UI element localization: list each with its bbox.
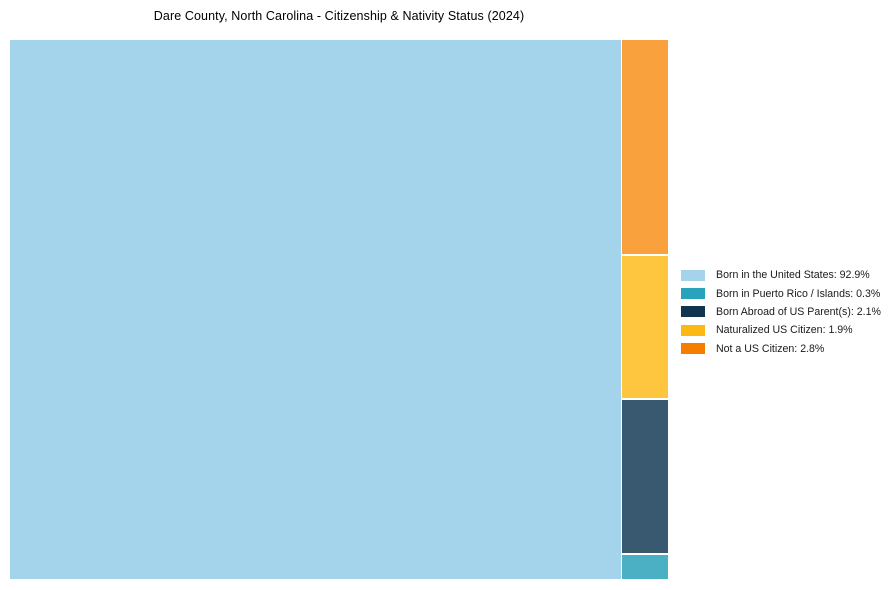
- legend-label-born-in-us: Born in the United States: 92.9%: [716, 269, 870, 282]
- legend-item-born-abroad-us-parents[interactable]: Born Abroad of US Parent(s): 2.1%: [681, 303, 881, 321]
- legend-item-born-puerto-rico-islands[interactable]: Born in Puerto Rico / Islands: 0.3%: [681, 284, 881, 302]
- treemap-plot-area: [10, 40, 668, 579]
- treemap-tile-born-puerto-rico-islands[interactable]: [622, 555, 668, 579]
- chart-title: Dare County, North Carolina - Citizenshi…: [153, 9, 525, 23]
- treemap-tile-not-us-citizen[interactable]: [622, 40, 668, 254]
- treemap-tile-born-in-us[interactable]: [10, 40, 621, 579]
- legend-label-born-abroad-us-parents: Born Abroad of US Parent(s): 2.1%: [716, 305, 881, 318]
- treemap-tile-born-abroad-us-parents[interactable]: [622, 400, 668, 553]
- legend-swatch-born-puerto-rico-islands: [681, 288, 705, 300]
- legend-swatch-not-us-citizen: [681, 343, 705, 355]
- legend-label-born-puerto-rico-islands: Born in Puerto Rico / Islands: 0.3%: [716, 287, 881, 300]
- legend-item-naturalized-citizen[interactable]: Naturalized US Citizen: 1.9%: [681, 321, 881, 339]
- legend-item-not-us-citizen[interactable]: Not a US Citizen: 2.8%: [681, 340, 881, 358]
- legend-swatch-naturalized-citizen: [681, 324, 705, 336]
- legend: Born in the United States: 92.9% Born in…: [681, 266, 881, 358]
- legend-swatch-born-in-us: [681, 269, 705, 281]
- legend-swatch-born-abroad-us-parents: [681, 306, 705, 318]
- legend-item-born-in-us[interactable]: Born in the United States: 92.9%: [681, 266, 881, 284]
- legend-label-not-us-citizen: Not a US Citizen: 2.8%: [716, 342, 825, 355]
- legend-label-naturalized-citizen: Naturalized US Citizen: 1.9%: [716, 324, 853, 337]
- treemap-tile-naturalized-citizen[interactable]: [622, 256, 668, 398]
